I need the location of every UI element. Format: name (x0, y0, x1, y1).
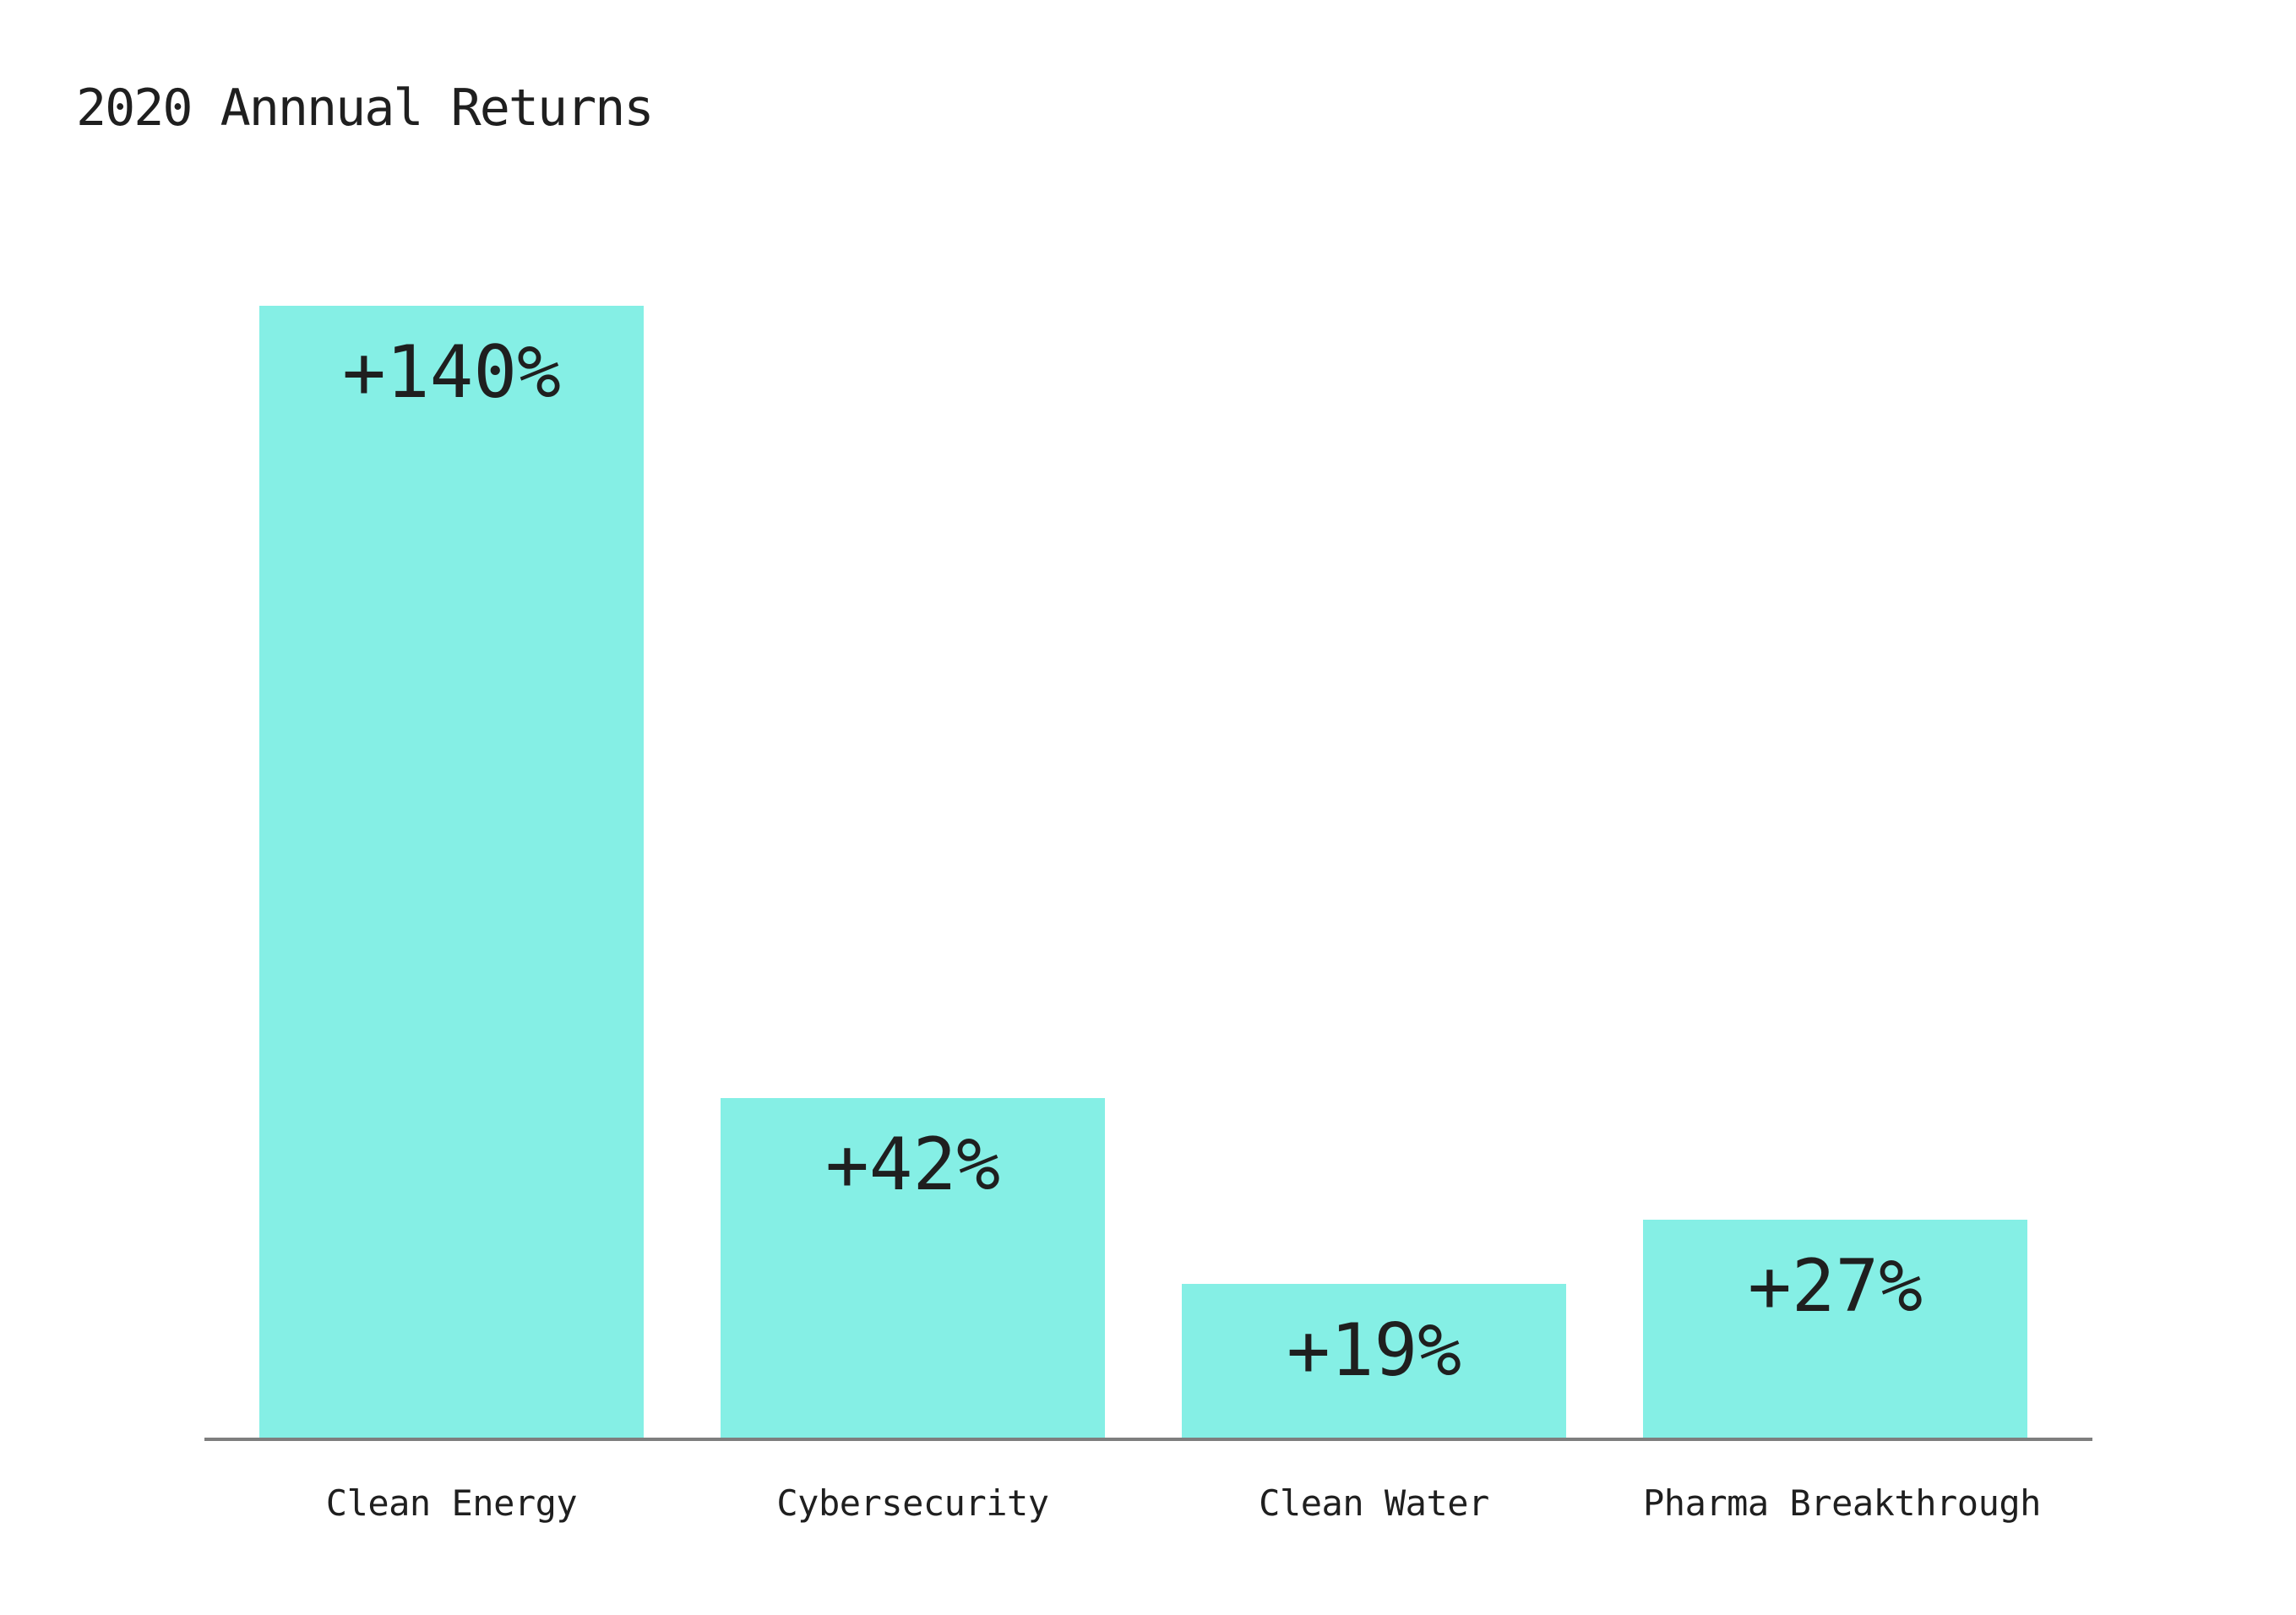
x-axis-line (204, 1438, 2092, 1441)
bar-value-label: +42% (824, 1123, 1001, 1207)
bar-value-label: +19% (1286, 1308, 1462, 1393)
bar: +42% (721, 1098, 1105, 1438)
bar: +19% (1182, 1284, 1566, 1438)
chart-title: 2020 Annnual Returns (76, 79, 654, 138)
plot-area: +140% +42% +19% +27% (259, 306, 2027, 1438)
bar: +27% (1643, 1220, 2027, 1438)
bar-value-label: +140% (342, 330, 561, 415)
category-label: Cybersecurity (776, 1482, 1049, 1524)
bar: +140% (259, 306, 644, 1438)
category-labels: Clean Energy Cybersecurity Clean Water Phar… (0, 1482, 2296, 1534)
category-label: Clean Energy (325, 1482, 578, 1524)
category-label: Pharma Breakthrough (1643, 1482, 2041, 1524)
bar-value-label: +27% (1747, 1244, 1923, 1329)
category-label: Clean Water (1259, 1482, 1489, 1524)
